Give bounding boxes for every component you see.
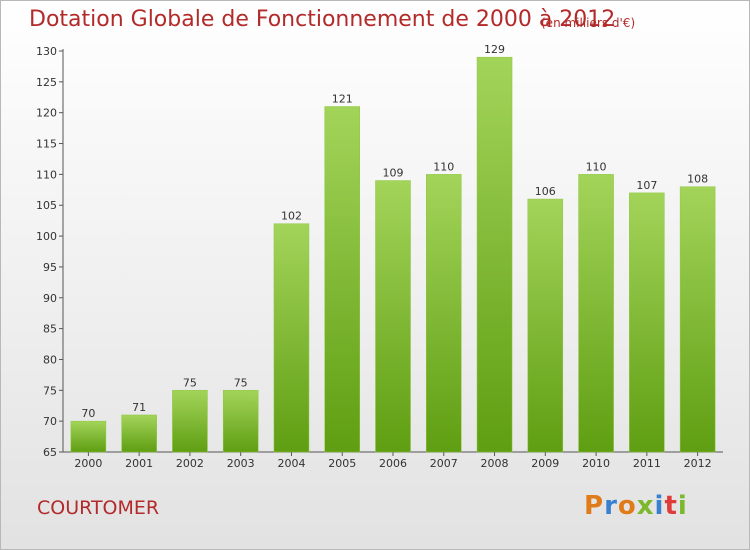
x-tick-label: 2007 [430,457,458,470]
data-label-2011: 107 [636,179,657,192]
chart-title: Dotation Globale de Fonctionnement de 20… [29,7,616,32]
y-tick-label: 90 [43,292,57,305]
bar-2005 [324,106,360,453]
logo-letter: P [584,491,605,521]
bar-2001 [121,414,157,453]
data-label-2005: 121 [332,93,353,106]
data-label-2006: 109 [383,167,404,180]
bar-2011 [629,192,665,453]
x-tick-label: 2005 [328,457,356,470]
bar-2009 [527,198,564,453]
y-tick-label: 85 [43,323,57,336]
y-tick-label: 100 [36,230,57,243]
proxiti-logo: Proxiti [584,491,688,521]
bar-2007 [426,174,462,453]
y-tick-label: 120 [36,107,57,120]
bar-2012 [679,186,716,453]
bar-2002 [172,390,208,453]
data-label-2008: 129 [484,43,505,56]
logo-letter: i [654,491,665,521]
x-tick-label: 2002 [176,457,204,470]
x-tick-label: 2011 [633,457,661,470]
data-label-2004: 102 [281,210,302,223]
x-tick-label: 2003 [227,457,255,470]
logo-letter: r [604,491,618,521]
chart-subtitle: (en milliers d'€) [541,16,636,30]
bar-2008 [476,56,513,453]
data-label-2009: 106 [535,185,556,198]
bar-2006 [375,180,411,453]
y-tick-label: 115 [36,138,57,151]
y-tick-label: 75 [43,384,57,397]
logo-letter: i [677,491,688,521]
logo-letter: x [636,491,655,521]
data-labels-group: 70 71 75 75 102 121 109 110 129 106 110 107 108 [81,43,708,420]
bar-2010 [578,174,614,453]
logo-letter: o [617,491,637,521]
y-tick-label: 80 [43,353,57,366]
axes: 65 70 75 80 85 90 95 100 105 110 115 120 125 130 2000 2… [36,45,723,470]
data-label-2007: 110 [433,160,454,173]
y-tick-label: 110 [36,168,57,181]
x-tick-label: 2001 [125,457,153,470]
x-tick-label: 2012 [684,457,712,470]
y-tick-label: 130 [36,45,57,58]
bar-2004 [273,223,310,453]
bars-group [70,56,716,453]
x-tick-label: 2004 [277,457,305,470]
y-tick-label: 105 [36,199,57,212]
data-label-2010: 110 [586,160,607,173]
y-tick-label: 125 [36,76,57,89]
data-label-2002: 75 [183,376,197,389]
x-tick-label: 2009 [531,457,559,470]
logo-letter: t [664,491,678,521]
bar-2000 [70,420,107,453]
x-tick-label: 2010 [582,457,610,470]
x-tick-label: 2008 [481,457,509,470]
y-tick-label: 95 [43,261,57,274]
y-tick-label: 65 [43,446,57,459]
data-label-2012: 108 [687,173,708,186]
data-label-2001: 71 [132,401,146,414]
x-tick-label: 2000 [74,457,102,470]
x-tick-label: 2006 [379,457,407,470]
commune-name: COURTOMER [37,497,160,519]
data-label-2000: 70 [81,407,95,420]
bar-2003 [222,390,259,453]
data-label-2003: 75 [234,376,248,389]
y-tick-label: 70 [43,415,57,428]
